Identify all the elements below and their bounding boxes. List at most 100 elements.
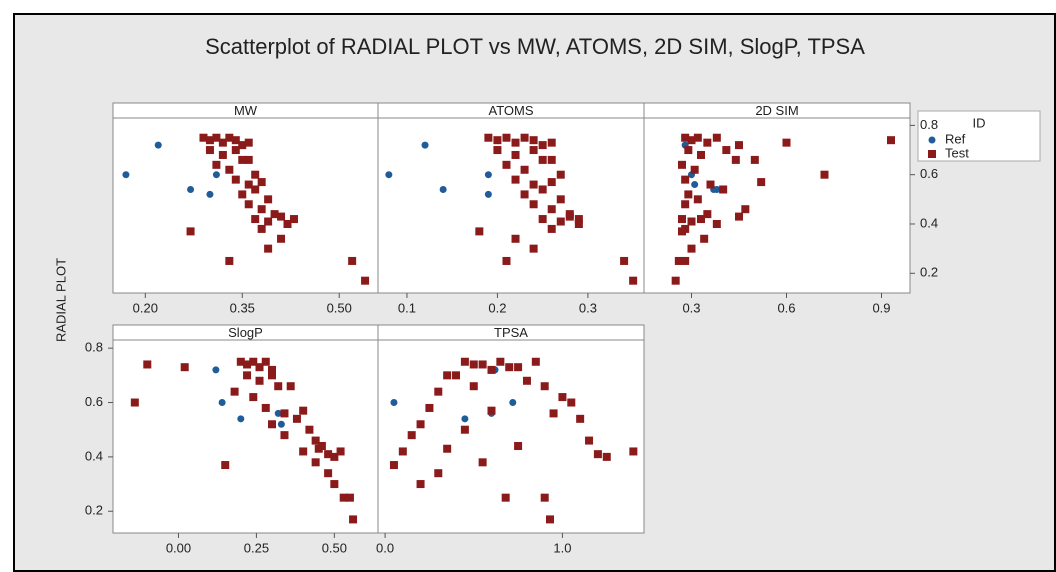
- test-point: [487, 406, 496, 415]
- test-point: [505, 363, 514, 372]
- test-point: [741, 205, 750, 214]
- panel-label: TPSA: [494, 325, 528, 340]
- test-point: [238, 141, 247, 150]
- test-point: [236, 357, 245, 366]
- test-point: [398, 447, 407, 456]
- test-point: [416, 480, 425, 489]
- test-point: [311, 436, 320, 445]
- test-point: [255, 363, 264, 372]
- y-tick-label: 0.6: [85, 394, 103, 409]
- test-point: [520, 190, 529, 199]
- test-point: [678, 160, 686, 169]
- y-tick-label: 0.8: [920, 117, 938, 132]
- test-point: [620, 256, 629, 265]
- ref-point: [212, 366, 220, 374]
- test-point: [693, 195, 702, 204]
- test-point: [576, 414, 585, 423]
- test-point: [231, 175, 240, 184]
- legend-box: [917, 110, 1041, 162]
- test-point: [434, 469, 443, 478]
- test-point: [735, 141, 743, 150]
- test-point: [549, 409, 558, 418]
- test-point: [469, 382, 478, 391]
- test-point: [782, 138, 791, 147]
- test-point: [289, 215, 298, 224]
- x-tick-label: 0.3: [682, 300, 700, 315]
- x-tick-label: 0.00: [166, 540, 191, 555]
- test-point: [540, 382, 549, 391]
- test-point: [712, 133, 721, 142]
- test-point: [478, 458, 487, 467]
- test-point: [286, 382, 295, 391]
- test-point: [205, 146, 214, 155]
- test-point: [712, 219, 721, 228]
- x-tick-label: 0.3: [579, 300, 597, 315]
- x-tick-label: 0.6: [777, 300, 795, 315]
- test-point: [547, 138, 556, 147]
- test-point: [255, 376, 264, 385]
- test-point: [339, 493, 348, 502]
- test-point: [361, 276, 370, 285]
- test-point: [574, 215, 583, 224]
- test-point: [330, 452, 339, 461]
- test-point: [180, 363, 189, 372]
- test-point: [484, 133, 493, 142]
- test-point: [493, 136, 502, 145]
- test-point: [257, 224, 266, 233]
- ref-point: [439, 185, 447, 193]
- test-point: [522, 376, 531, 385]
- test-point: [681, 133, 690, 142]
- test-point: [547, 178, 556, 187]
- test-point: [277, 234, 286, 243]
- test-point: [493, 146, 502, 155]
- test-point: [529, 180, 538, 189]
- test-point: [186, 227, 195, 236]
- test-point: [629, 276, 638, 285]
- ref-point: [218, 399, 226, 407]
- test-point: [257, 205, 266, 214]
- x-tick-label: 0.1: [398, 300, 416, 315]
- panel-label: SlogP: [228, 325, 263, 340]
- test-point: [277, 212, 286, 221]
- panel-label: 2D SIM: [755, 103, 798, 118]
- ref-point: [212, 171, 220, 179]
- test-point: [238, 190, 247, 199]
- test-point: [547, 205, 556, 214]
- panel-strip: [377, 324, 645, 341]
- panel: [377, 117, 645, 294]
- test-point: [514, 363, 523, 372]
- test-point: [244, 200, 253, 209]
- panel: [112, 339, 379, 534]
- test-point: [697, 215, 705, 224]
- x-tick-label: 0.0: [376, 540, 394, 555]
- test-point: [460, 425, 469, 434]
- test-point: [556, 170, 565, 179]
- test-point: [674, 256, 683, 265]
- panel-label: MW: [234, 103, 258, 118]
- ref-point: [385, 171, 393, 179]
- test-point: [475, 227, 484, 236]
- test-point: [264, 217, 273, 226]
- x-tick-label: 0.50: [327, 300, 352, 315]
- test-point: [703, 210, 712, 219]
- test-point: [593, 450, 602, 459]
- test-point: [820, 170, 829, 179]
- test-point: [407, 431, 416, 440]
- test-point: [887, 136, 895, 145]
- test-point: [268, 371, 276, 380]
- y-tick-label: 0.6: [920, 166, 938, 181]
- test-point: [264, 195, 273, 204]
- test-point: [389, 461, 398, 470]
- test-point: [299, 447, 308, 456]
- test-point: [750, 155, 759, 164]
- ref-point: [484, 171, 492, 179]
- test-point: [558, 393, 567, 402]
- test-point: [452, 371, 461, 380]
- test-point: [511, 138, 520, 147]
- legend-title: ID: [973, 115, 986, 130]
- ref-point: [122, 171, 130, 179]
- test-point: [684, 146, 693, 155]
- ref-point: [206, 190, 214, 198]
- test-point: [349, 515, 358, 524]
- test-point: [514, 442, 523, 451]
